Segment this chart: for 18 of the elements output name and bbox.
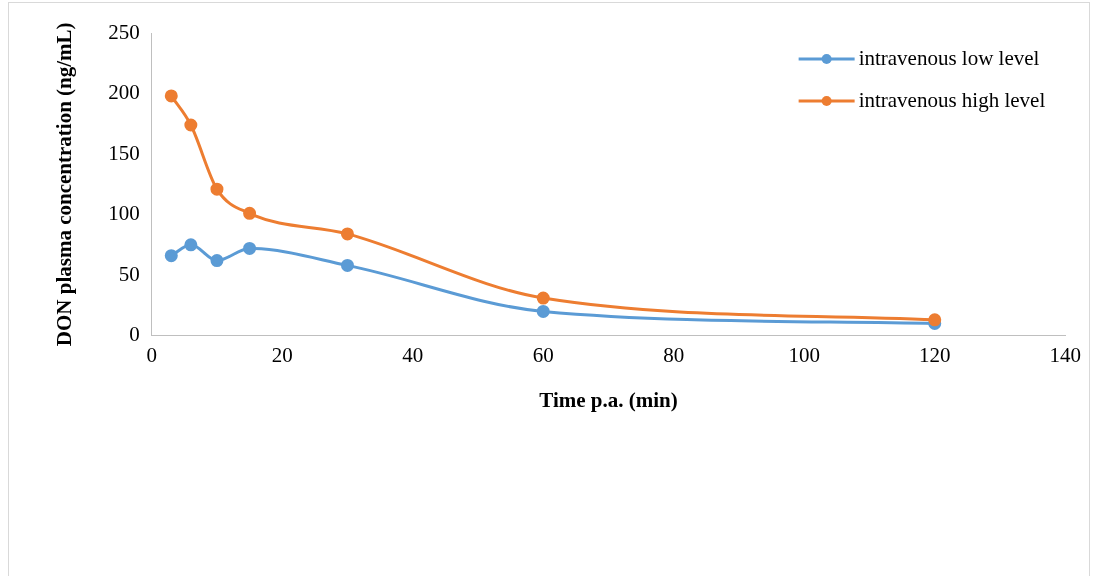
x-axis-title: Time p.a. (min) xyxy=(539,387,678,412)
y-tick-label: 100 xyxy=(108,201,140,226)
legend-label: intravenous high level xyxy=(858,87,1046,112)
x-tick-label: 80 xyxy=(663,342,685,367)
y-axis-title: DON plasma concentration (ng/mL) xyxy=(52,22,77,347)
legend-label: intravenous low level xyxy=(858,45,1040,70)
y-tick-label: 0 xyxy=(129,322,140,347)
x-tick-label: 120 xyxy=(918,342,951,367)
y-tick-label: 200 xyxy=(108,80,140,105)
y-tick-label: 250 xyxy=(108,19,140,44)
x-tick-label: 60 xyxy=(532,342,554,367)
x-tick-label: 140 xyxy=(1049,342,1081,367)
y-tick-label: 150 xyxy=(108,140,140,165)
y-tick-label: 50 xyxy=(118,261,140,286)
x-tick-label: 0 xyxy=(146,342,157,367)
x-tick-label: 40 xyxy=(402,342,424,367)
x-tick-label: 20 xyxy=(271,342,293,367)
x-tick-label: 100 xyxy=(788,342,820,367)
